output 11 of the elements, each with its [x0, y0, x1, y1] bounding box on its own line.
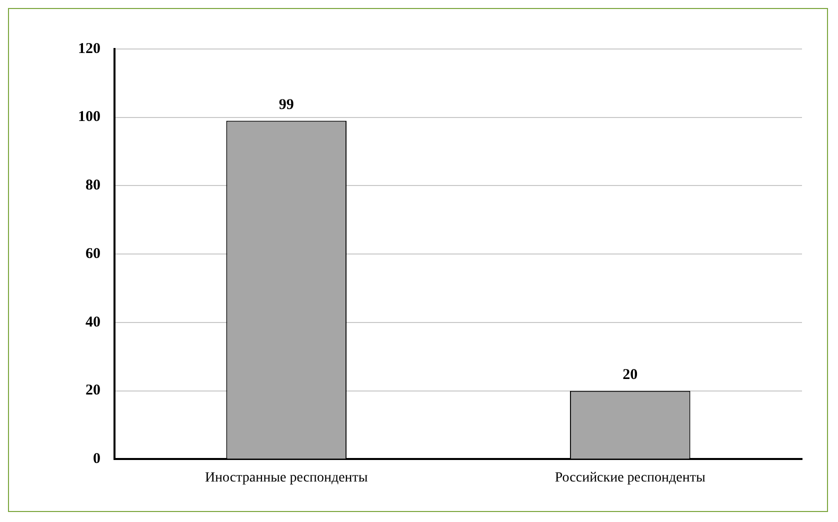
- y-tick-label: 120: [78, 40, 100, 57]
- y-tick-label: 40: [86, 314, 100, 330]
- y-tick-label: 100: [78, 109, 100, 126]
- data-label: 20: [622, 367, 638, 384]
- x-tick-label: Российские респонденты: [554, 470, 706, 486]
- y-tick-label: 80: [86, 178, 100, 194]
- x-tick-label: Иностранные респонденты: [204, 470, 368, 486]
- y-tick-label: 20: [86, 382, 100, 399]
- data-label: 99: [278, 97, 294, 114]
- y-tick-label: 60: [86, 246, 100, 262]
- y-tick-label: 0: [93, 451, 100, 468]
